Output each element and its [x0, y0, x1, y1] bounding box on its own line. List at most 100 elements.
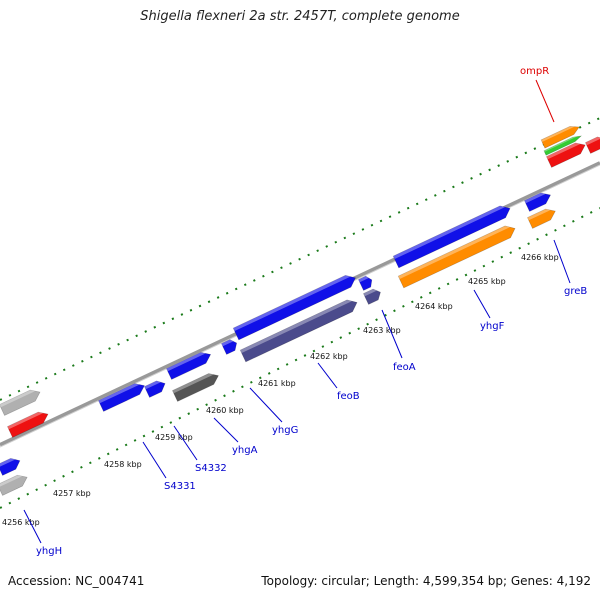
map-title: Shigella flexneri 2a str. 2457T, complet… — [140, 9, 460, 24]
gene-label-yhgH: yhgH — [36, 546, 62, 557]
gene-dark-grey-body — [172, 373, 219, 402]
scale-label: 4264 kbp — [415, 302, 453, 311]
gene-grey-1-highlight — [0, 390, 36, 408]
gene-yhgF-body — [397, 225, 516, 289]
gene-label-feoB: feoB — [337, 391, 360, 402]
gene-S4331-highlight — [98, 383, 140, 404]
gene-label-greB: greB — [564, 286, 587, 297]
gene-greB — [527, 208, 556, 229]
gene-yhgF — [397, 225, 516, 289]
gene-yhgG-small — [221, 339, 238, 355]
scale-label: 4259 kbp — [155, 433, 193, 442]
gene-red-1-highlight — [7, 412, 44, 430]
label-leader-feoA — [381, 309, 403, 359]
scale-label: 4262 kbp — [310, 352, 348, 361]
gene-label-S4332: S4332 — [195, 463, 227, 474]
scale-label: 4265 kbp — [468, 277, 506, 286]
gene-feoA-2 — [363, 288, 381, 305]
gene-envZ-2-body — [585, 136, 600, 154]
gene-yhgH-highlight — [0, 458, 16, 468]
gene-yhgG-small-highlight — [221, 339, 234, 347]
gene-features — [0, 126, 600, 496]
gene-yhgA-highlight — [166, 352, 206, 372]
gene-red-1 — [7, 411, 49, 438]
gene-red-1-body — [7, 411, 49, 438]
label-leader-S4331 — [142, 441, 167, 479]
label-leader-greB — [553, 239, 571, 284]
gene-dark-grey — [172, 373, 219, 402]
gene-label-yhgF: yhgF — [480, 321, 505, 332]
gene-feoB-body — [239, 299, 358, 363]
gene-yhgA — [166, 352, 212, 380]
scale-label: 4256 kbp — [2, 518, 40, 527]
gene-ompR-green — [543, 135, 583, 156]
gene-feoA — [358, 275, 373, 291]
gene-yhgG-small-body — [221, 339, 238, 355]
gene-label-yhgG: yhgG — [272, 425, 298, 436]
gene-envZ-highlight — [546, 142, 581, 160]
accession-text: Accession: NC_004741 — [8, 574, 145, 588]
gene-S4332 — [144, 380, 166, 398]
gene-feoA-highlight — [358, 276, 369, 283]
gene-envZ — [546, 142, 586, 168]
gene-greB-blue-body — [524, 192, 551, 212]
gene-yhgF-blue-highlight — [393, 205, 506, 260]
gene-ompR-highlight — [541, 126, 575, 142]
gene-label-ompR: ompR — [520, 66, 549, 77]
gene-yhgH-body — [0, 458, 21, 476]
gene-yhgG-highlight — [233, 275, 351, 332]
gene-dark-grey-highlight — [172, 373, 214, 394]
gene-S4332-highlight — [144, 380, 161, 390]
gene-envZ-2 — [585, 136, 600, 154]
label-leader-yhgH — [23, 509, 42, 544]
scale-label: 4263 kbp — [363, 326, 401, 335]
gene-left-grey — [0, 474, 28, 496]
gene-greB-highlight — [527, 209, 551, 221]
gene-yhgH — [0, 458, 21, 476]
gene-ompR — [540, 126, 580, 149]
gene-label-yhgA: yhgA — [232, 445, 258, 456]
gene-feoB-highlight — [240, 299, 353, 354]
gene-yhgA-body — [166, 352, 212, 380]
gene-envZ-body — [546, 142, 586, 168]
label-leader-yhgA — [213, 417, 239, 443]
dashed-tick-tracks — [0, 117, 600, 509]
label-leader-feoB — [317, 362, 338, 389]
gene-yhgF-highlight — [398, 225, 511, 280]
gene-S4331-body — [98, 383, 145, 412]
gene-greB-blue — [524, 192, 551, 212]
gene-left-grey-highlight — [0, 475, 23, 488]
gene-grey-1 — [0, 389, 41, 416]
gene-greB-blue-highlight — [524, 192, 546, 204]
gene-yhgG-body — [232, 275, 356, 341]
label-leader-yhgG — [249, 387, 283, 423]
scale-label: 4257 kbp — [53, 489, 91, 498]
scale-labels: 4256 kbp 4257 kbp 4258 kbp 4259 kbp 4260 kbp… — [2, 253, 559, 527]
gene-yhgF-blue — [392, 205, 511, 269]
gene-ompR-green-highlight — [543, 136, 578, 152]
genome-summary-text: Topology: circular; Length: 4,599,354 bp… — [261, 574, 591, 588]
gene-S4332-body — [144, 380, 166, 398]
gene-ompR-body — [540, 126, 580, 149]
gene-feoA-body — [358, 275, 373, 291]
gene-envZ-2-highlight — [585, 136, 600, 146]
gene-yhgG — [232, 275, 356, 341]
label-leader-S4332 — [173, 425, 198, 461]
scale-label: 4261 kbp — [258, 379, 296, 388]
gene-feoB — [239, 299, 358, 363]
scale-label: 4266 kbp — [521, 253, 559, 262]
gene-yhgF-blue-body — [392, 205, 511, 269]
label-leader-ompR — [535, 79, 555, 123]
gene-labels: ompR greB yhgF feoA feoB yhgG yhgA S4332 S4331 yh… — [23, 66, 587, 557]
scale-label: 4258 kbp — [104, 460, 142, 469]
tick-track-2 — [0, 207, 600, 509]
gene-ompR-green-body — [543, 135, 583, 156]
gene-feoA-2-highlight — [363, 289, 377, 297]
gene-label-S4331: S4331 — [164, 481, 196, 492]
gene-greB-body — [527, 208, 556, 229]
label-leader-yhgF — [473, 289, 491, 319]
gene-label-feoA: feoA — [393, 362, 416, 373]
gene-grey-1-body — [0, 389, 41, 416]
tick-track-1 — [0, 117, 600, 401]
